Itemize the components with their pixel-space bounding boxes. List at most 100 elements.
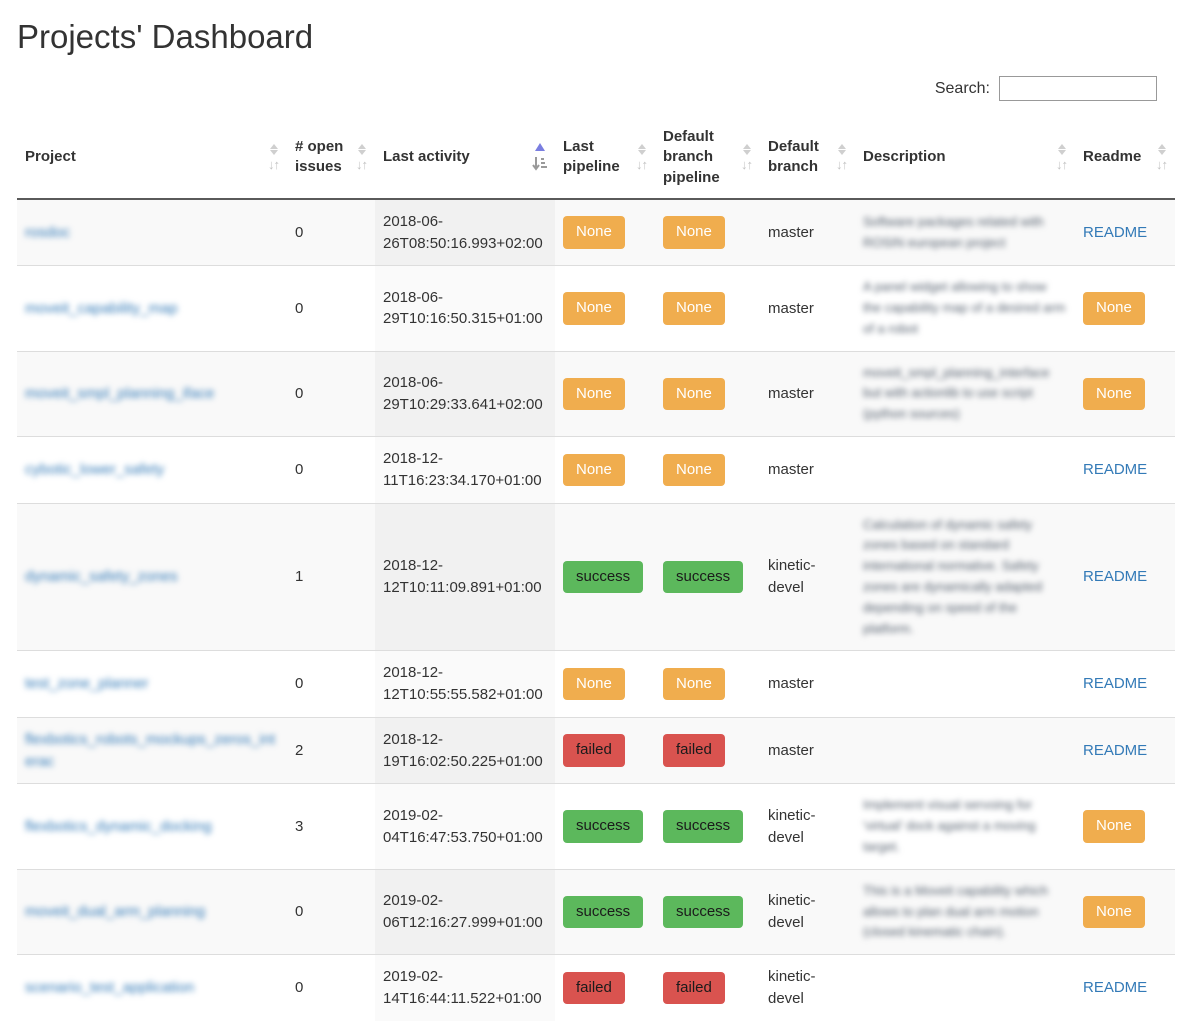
column-header-open-issues[interactable]: # open issues ↓↑: [287, 117, 375, 200]
readme-link[interactable]: README: [1083, 568, 1148, 586]
last-activity-timestamp: 2018-06-29T10:16:50.315+01:00: [383, 288, 543, 328]
default-branch-name: kinetic-devel: [768, 557, 816, 596]
last-activity-cell: 2018-06-29T10:16:50.315+01:00: [375, 265, 555, 352]
project-description: Software packages related with ROSIN eur…: [863, 213, 1044, 250]
open-issues-count: 3: [295, 817, 304, 835]
default-branch-pipeline-badge: success: [663, 895, 744, 929]
column-header-description[interactable]: Description ↓↑: [855, 117, 1075, 200]
project-link[interactable]: moveit_smpl_planning_iface: [25, 384, 215, 402]
last-pipeline-badge: success: [563, 895, 644, 929]
table-row: dynamic_safety_zones 1 2018-12-12T10:11:…: [17, 502, 1175, 651]
last-pipeline-cell: failed: [555, 716, 655, 784]
default-branch-name: kinetic-devel: [768, 806, 816, 846]
column-header-project[interactable]: Project ↓↑: [17, 117, 287, 200]
readme-link[interactable]: README: [1083, 223, 1148, 241]
column-header-readme[interactable]: Readme ↓↑: [1075, 117, 1175, 200]
last-activity-cell: 2019-02-14T16:44:11.522+01:00: [375, 954, 555, 1021]
readme-link[interactable]: README: [1083, 978, 1148, 996]
table-row: moveit_capability_map 0 2018-06-29T10:16…: [17, 265, 1175, 352]
readme-cell: README: [1075, 436, 1175, 504]
project-link[interactable]: moveit_capability_map: [25, 299, 178, 317]
sort-arrows-icon: ↓↑: [356, 156, 368, 172]
default-branch-name: master: [768, 384, 814, 402]
sort-arrows-icon: ↓↑: [636, 156, 648, 172]
open-issues-count: 0: [295, 978, 304, 996]
default-branch-pipeline-cell: success: [655, 868, 760, 955]
description-cell: A panel widget allowing to show the capa…: [855, 265, 1075, 352]
default-branch-pipeline-cell: failed: [655, 716, 760, 784]
project-link[interactable]: cybotic_lower_safety: [25, 460, 165, 478]
last-activity-timestamp: 2018-12-12T10:11:09.891+01:00: [383, 557, 542, 596]
readme-link[interactable]: README: [1083, 460, 1148, 478]
open-issues-count: 1: [295, 568, 304, 586]
table-row: moveit_smpl_planning_iface 0 2018-06-29T…: [17, 350, 1175, 437]
last-activity-timestamp: 2018-12-12T10:55:55.582+01:00: [383, 664, 543, 704]
sort-icons: ↓↑: [268, 143, 280, 172]
projects-table: Project ↓↑ # open issues ↓↑: [17, 117, 1175, 1021]
open-issues-cell: 0: [287, 868, 375, 955]
column-header-default-branch[interactable]: Default branch ↓↑: [760, 117, 855, 200]
last-activity-timestamp: 2018-06-26T08:50:16.993+02:00: [383, 212, 543, 252]
last-activity-cell: 2018-12-11T16:23:34.170+01:00: [375, 436, 555, 504]
open-issues-cell: 1: [287, 502, 375, 651]
last-pipeline-cell: failed: [555, 954, 655, 1021]
project-link[interactable]: dynamic_safety_zones: [25, 568, 178, 586]
last-activity-cell: 2019-02-06T12:16:27.999+01:00: [375, 868, 555, 955]
readme-cell: None: [1075, 868, 1175, 955]
last-activity-timestamp: 2019-02-04T16:47:53.750+01:00: [383, 806, 543, 846]
description-cell: Software packages related with ROSIN eur…: [855, 198, 1075, 266]
project-link[interactable]: moveit_dual_arm_planning: [25, 903, 206, 921]
project-link[interactable]: flexbotics_dynamic_docking: [25, 817, 212, 835]
project-cell: moveit_capability_map: [17, 265, 287, 352]
last-pipeline-cell: None: [555, 350, 655, 437]
open-issues-count: 0: [295, 903, 304, 921]
table-row: flexbotics_robots_mockups_zeros_interac …: [17, 716, 1175, 784]
project-cell: moveit_dual_arm_planning: [17, 868, 287, 955]
default-branch-pipeline-badge: success: [663, 810, 744, 843]
project-link[interactable]: rosdoc: [25, 223, 71, 241]
last-pipeline-badge: None: [563, 377, 625, 411]
sort-arrows-icon: ↓↑: [741, 156, 753, 172]
sort-icons: ↓↑: [741, 143, 753, 172]
sort-arrows-icon: ↓↑: [836, 156, 848, 172]
open-issues-cell: 2: [287, 716, 375, 784]
project-cell: dynamic_safety_zones: [17, 502, 287, 651]
last-pipeline-badge: success: [563, 810, 644, 843]
project-link[interactable]: scenario_test_application: [25, 978, 195, 996]
column-header-last-activity[interactable]: Last activity: [375, 117, 555, 200]
readme-link[interactable]: README: [1083, 741, 1148, 759]
description-cell: moveit_smpl_planning_interface but with …: [855, 350, 1075, 437]
last-activity-timestamp: 2018-12-19T16:02:50.225+01:00: [383, 730, 543, 770]
open-issues-cell: 0: [287, 436, 375, 504]
project-link[interactable]: flexbotics_robots_mockups_zeros_interac: [25, 730, 276, 770]
open-issues-count: 0: [295, 460, 304, 478]
project-link[interactable]: test_zone_planner: [25, 675, 149, 693]
default-branch-cell: kinetic-devel: [760, 502, 855, 651]
search-bar: Search:: [17, 76, 1157, 101]
description-cell: [855, 716, 1075, 784]
sort-down-icon: [357, 149, 366, 155]
description-cell: [855, 954, 1075, 1021]
default-branch-name: kinetic-devel: [768, 892, 816, 931]
table-row: flexbotics_dynamic_docking 3 2019-02-04T…: [17, 783, 1175, 870]
description-cell: This is a Moveit capability which allows…: [855, 868, 1075, 955]
default-branch-cell: master: [760, 265, 855, 352]
sort-arrows-icon: ↓↑: [268, 156, 280, 172]
readme-cell: README: [1075, 716, 1175, 784]
default-branch-name: master: [768, 223, 814, 241]
table-row: cybotic_lower_safety 0 2018-12-11T16:23:…: [17, 436, 1175, 504]
column-header-default-branch-pipeline[interactable]: Default branch pipeline ↓↑: [655, 117, 760, 200]
last-pipeline-cell: success: [555, 783, 655, 870]
default-branch-pipeline-cell: success: [655, 783, 760, 870]
project-description: Implement visual servoing for 'virtual' …: [863, 797, 1036, 854]
project-cell: moveit_smpl_planning_iface: [17, 350, 287, 437]
column-header-last-pipeline[interactable]: Last pipeline ↓↑: [555, 117, 655, 200]
last-pipeline-cell: None: [555, 436, 655, 504]
default-branch-name: kinetic-devel: [768, 968, 816, 1007]
readme-none-badge: None: [1083, 810, 1145, 843]
sort-icons: ↓↑: [636, 143, 648, 172]
readme-link[interactable]: README: [1083, 675, 1148, 693]
search-input[interactable]: [999, 76, 1157, 101]
default-branch-cell: kinetic-devel: [760, 783, 855, 870]
